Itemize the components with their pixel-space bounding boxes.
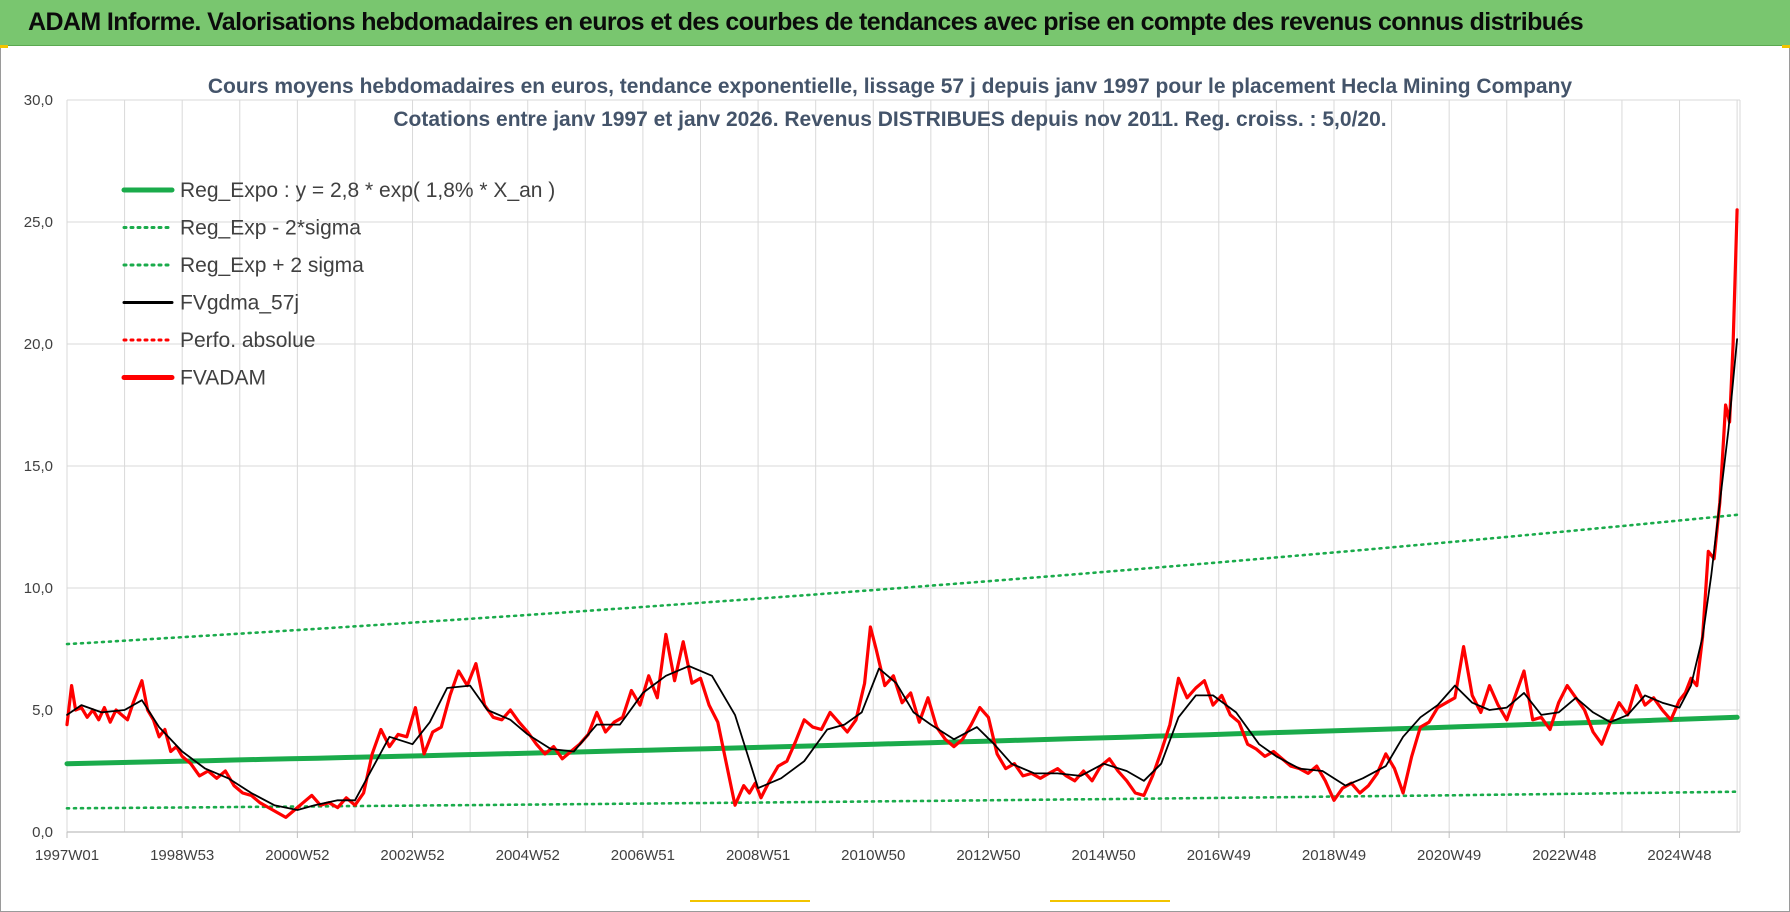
x-tick-label: 1998W53 bbox=[150, 847, 214, 864]
legend-label: Reg_Exp + 2 sigma bbox=[180, 254, 364, 277]
x-tick-label: 2000W52 bbox=[265, 847, 329, 864]
legend-label: Reg_Exp - 2*sigma bbox=[180, 217, 361, 240]
bottom-mark-1 bbox=[690, 900, 810, 902]
series-line-reg-exp-2-sigma bbox=[65, 513, 1739, 646]
x-tick-label: 2022W48 bbox=[1532, 847, 1596, 864]
y-tick-label: 10,0 bbox=[24, 580, 53, 597]
bottom-mark-2 bbox=[1050, 900, 1170, 902]
series-lines bbox=[64, 208, 1740, 819]
y-tick-label: 30,0 bbox=[24, 92, 53, 109]
legend-label: Perfo. absolue bbox=[180, 329, 315, 352]
corner-mark-left bbox=[0, 45, 8, 48]
series-line-reg-expo-y-2-8-exp-1-8-x-an bbox=[64, 714, 1740, 767]
y-tick-label: 15,0 bbox=[24, 458, 53, 475]
x-tick-label: 2008W51 bbox=[726, 847, 790, 864]
series-line-fvadam bbox=[65, 208, 1739, 819]
y-tick-label: 5,0 bbox=[32, 702, 53, 719]
x-tick-label: 2002W52 bbox=[380, 847, 444, 864]
chart-subtitle: Cotations entre janv 1997 et janv 2026. … bbox=[393, 108, 1386, 131]
x-tick-label: 1997W01 bbox=[35, 847, 99, 864]
y-tick-label: 20,0 bbox=[24, 336, 53, 353]
report-banner: ADAM Informe. Valorisations hebdomadaire… bbox=[0, 0, 1790, 46]
chart-title: Cours moyens hebdomadaires en euros, ten… bbox=[208, 75, 1573, 98]
corner-mark-right bbox=[1782, 45, 1790, 48]
x-tick-label: 2006W51 bbox=[611, 847, 675, 864]
legend-label: FVADAM bbox=[180, 367, 266, 390]
axes: 0,0 5,0 10,0 15,0 20,0 25,0 30,0 1997W01 1998W53… bbox=[24, 92, 1740, 864]
x-tick-label: 2012W50 bbox=[956, 847, 1020, 864]
x-tick-label: 2024W48 bbox=[1647, 847, 1711, 864]
series-line-fvgdma-57j bbox=[66, 338, 1738, 811]
y-tick-label: 0,0 bbox=[32, 824, 53, 841]
legend-label: FVgdma_57j bbox=[180, 292, 299, 315]
legend: Reg_Expo : y = 2,8 * exp( 1,8% * X_an ) R… bbox=[121, 179, 555, 390]
x-tick-label: 2014W50 bbox=[1072, 847, 1136, 864]
x-tick-label: 2020W49 bbox=[1417, 847, 1481, 864]
x-tick-label: 2004W52 bbox=[496, 847, 560, 864]
series-line-reg-exp-2-sigma bbox=[65, 790, 1739, 810]
x-tick-label: 2016W49 bbox=[1187, 847, 1251, 864]
x-tick-label: 2010W50 bbox=[841, 847, 905, 864]
gridlines bbox=[66, 99, 1741, 833]
legend-label: Reg_Expo : y = 2,8 * exp( 1,8% * X_an ) bbox=[180, 179, 555, 202]
y-tick-label: 25,0 bbox=[24, 214, 53, 231]
report-title: ADAM Informe. Valorisations hebdomadaire… bbox=[28, 8, 1584, 36]
x-tick-label: 2018W49 bbox=[1302, 847, 1366, 864]
